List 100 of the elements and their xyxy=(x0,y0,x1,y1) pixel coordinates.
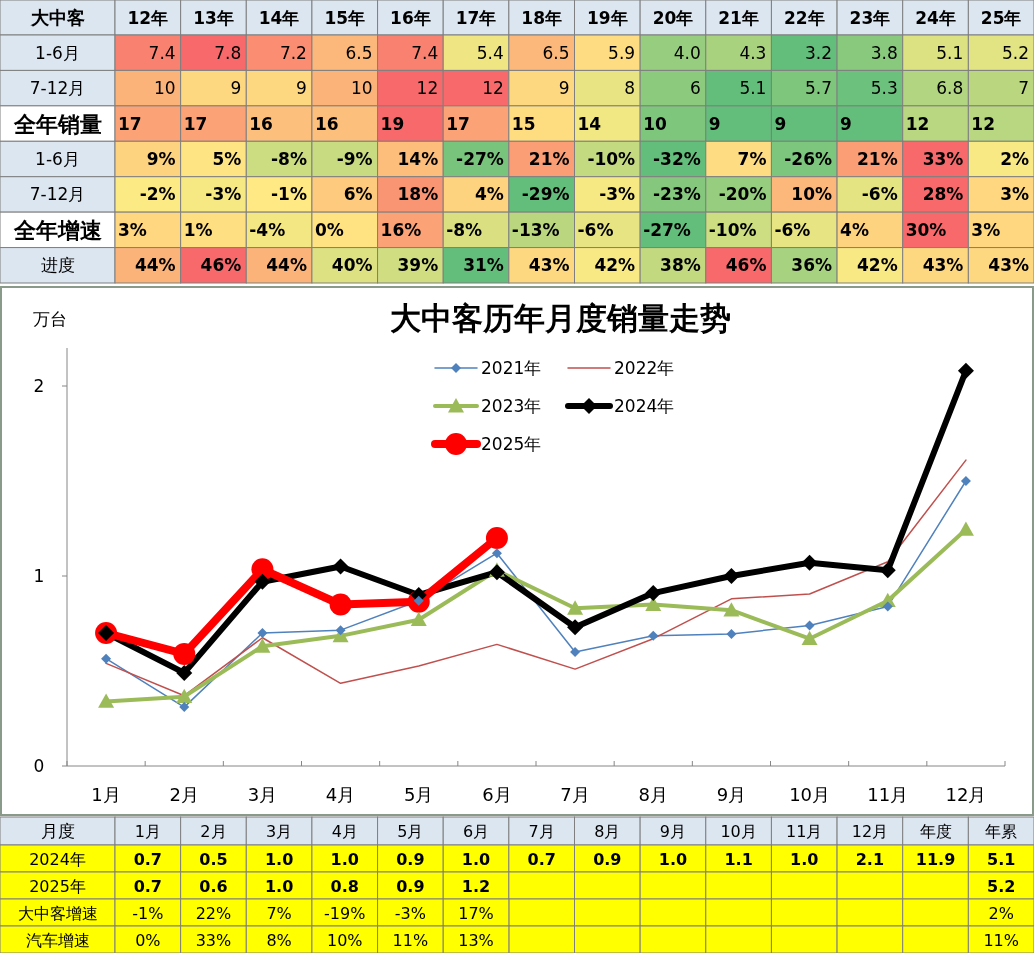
data-label: -10% xyxy=(708,219,757,240)
data-label: 1.0 xyxy=(658,849,688,869)
point xyxy=(801,554,818,571)
x-tick-label: 15年 xyxy=(324,7,366,28)
data-label: -8% xyxy=(446,219,483,240)
y-tick-label: 大中客增速 xyxy=(17,903,98,923)
data-label: 0.9 xyxy=(593,849,622,869)
data-label: 38% xyxy=(660,255,701,276)
x-tick-label: 6月 xyxy=(462,822,490,841)
x-tick-label: 6月 xyxy=(482,784,512,805)
point xyxy=(254,573,271,590)
y-tick-label: 2025年 xyxy=(29,876,86,896)
data-label: 40% xyxy=(331,255,373,276)
data-label: 2.1 xyxy=(855,849,885,869)
data-label: 44% xyxy=(266,255,307,276)
data-label: 0.7 xyxy=(133,849,162,869)
data-label: 6 xyxy=(689,78,701,99)
point xyxy=(648,630,659,641)
point xyxy=(488,564,505,581)
point xyxy=(173,642,196,665)
chart-title: 大中客历年月度销量走势 xyxy=(389,300,731,336)
data-label: 12 xyxy=(482,78,504,99)
x-tick-label: 5月 xyxy=(404,784,434,805)
x-tick-label: 25年 xyxy=(980,7,1022,28)
data-label: 9 xyxy=(840,113,852,134)
data-label: 4% xyxy=(840,219,869,240)
data-label: -3% xyxy=(599,184,636,205)
x-tick-label: 9月 xyxy=(659,822,687,841)
data-label: 33% xyxy=(922,149,964,169)
data-label: 0.9 xyxy=(396,876,425,896)
point xyxy=(723,568,740,584)
data-label: 3.2 xyxy=(805,42,833,63)
data-label: -26% xyxy=(784,149,833,169)
data-label: 44% xyxy=(134,255,176,276)
data-label: 0.7 xyxy=(527,849,556,869)
data-label: 7.2 xyxy=(279,42,307,63)
data-label: 1.2 xyxy=(461,876,491,896)
data-label: 5.1 xyxy=(936,42,964,63)
data-label: 4.3 xyxy=(739,42,767,63)
point xyxy=(567,600,584,615)
data-label: -9% xyxy=(336,149,373,169)
data-label: 9 xyxy=(774,113,787,134)
y-axis-title: 万台 xyxy=(33,309,67,329)
x-tick-label: 7月 xyxy=(560,784,590,805)
data-label: 46% xyxy=(725,255,767,276)
point xyxy=(567,619,584,636)
y-tick-label: 全年销量 xyxy=(12,111,102,137)
data-label: 28% xyxy=(922,184,964,205)
data-label: 4% xyxy=(474,184,504,205)
data-label: 0.6 xyxy=(199,876,228,896)
legend-label: 2021年 xyxy=(481,358,542,378)
data-label: 30% xyxy=(905,219,947,240)
data-label: 7.8 xyxy=(214,42,242,63)
point xyxy=(257,628,268,638)
data-label: -1% xyxy=(132,903,164,923)
point xyxy=(882,601,893,612)
x-tick-label: 2月 xyxy=(200,822,227,841)
point xyxy=(176,664,193,681)
y-tick-label: 1 xyxy=(33,566,45,586)
point xyxy=(491,548,502,559)
x-tick-label: 3月 xyxy=(266,822,293,841)
data-label: 3% xyxy=(971,219,1001,240)
data-label: 12 xyxy=(971,113,996,134)
data-label: -4% xyxy=(249,219,286,240)
x-tick-label: 23年 xyxy=(849,7,891,28)
data-label: 0.5 xyxy=(199,849,228,869)
y-tick-label: 7-12月 xyxy=(29,78,86,99)
data-label: 11% xyxy=(983,930,1019,950)
y-tick-label: 汽车增速 xyxy=(25,930,90,950)
x-tick-label: 14年 xyxy=(258,7,300,28)
data-label: 3% xyxy=(1000,184,1029,205)
x-tick-label: 18年 xyxy=(521,7,563,28)
data-label: 4.0 xyxy=(673,42,701,63)
point xyxy=(879,562,896,579)
data-label: 17% xyxy=(458,903,494,923)
data-label: 43% xyxy=(528,255,570,276)
data-label: 2% xyxy=(988,903,1014,923)
data-label: 42% xyxy=(857,255,898,276)
x-tick-label: 3月 xyxy=(247,784,278,805)
x-tick-label: 10月 xyxy=(789,784,831,805)
data-label: -23% xyxy=(653,184,701,205)
x-tick-label: 8月 xyxy=(638,784,668,805)
x-tick-label: 12月 xyxy=(945,784,987,805)
data-label: 33% xyxy=(195,930,232,950)
x-tick-label: 11月 xyxy=(867,784,909,805)
data-label: -1% xyxy=(271,184,307,205)
data-label: 0% xyxy=(135,930,161,950)
data-label: -27% xyxy=(456,149,504,169)
y-axis-title: 大中客 xyxy=(29,6,85,28)
data-label: -29% xyxy=(521,184,570,205)
x-tick-label: 21年 xyxy=(718,7,759,28)
data-label: 5.2 xyxy=(987,876,1016,896)
data-label: 21% xyxy=(857,149,898,169)
data-label: 5.9 xyxy=(608,42,636,63)
x-tick-label: 20年 xyxy=(652,7,694,28)
point xyxy=(332,558,349,575)
data-label: -32% xyxy=(653,149,701,169)
data-label: 8 xyxy=(624,78,636,99)
data-label: 0.9 xyxy=(396,849,425,869)
data-label: 11.9 xyxy=(915,849,956,869)
